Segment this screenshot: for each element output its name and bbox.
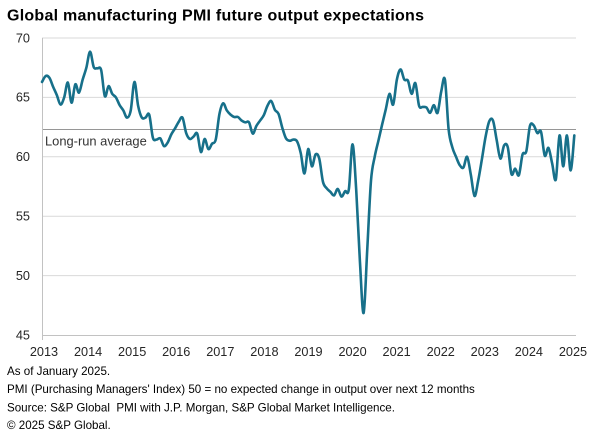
svg-text:2021: 2021 [383,345,411,359]
svg-text:2020: 2020 [338,345,366,359]
svg-text:PMI (Purchasing Managers' Inde: PMI (Purchasing Managers' Index) 50 = no… [7,383,475,396]
svg-text:2013: 2013 [30,345,58,359]
svg-text:Global manufacturing PMI futur: Global manufacturing PMI future output e… [7,7,424,24]
svg-text:45: 45 [16,328,30,342]
svg-text:2014: 2014 [74,345,102,359]
svg-text:Source: S&P Global PMI with J: Source: S&P Global PMI with J.P. Morgan,… [7,401,395,414]
svg-text:50: 50 [16,269,30,283]
svg-text:2016: 2016 [162,345,190,359]
svg-text:65: 65 [16,91,30,105]
svg-text:70: 70 [16,31,30,45]
svg-text:55: 55 [16,210,30,224]
svg-text:60: 60 [16,150,30,164]
svg-text:2022: 2022 [427,345,455,359]
svg-text:As of January 2025.: As of January 2025. [7,365,110,378]
svg-text:2015: 2015 [118,345,146,359]
svg-text:© 2025 S&P Global.: © 2025 S&P Global. [7,419,111,431]
svg-text:2019: 2019 [294,345,322,359]
svg-text:2024: 2024 [515,345,543,359]
svg-text:2025: 2025 [559,345,587,359]
svg-text:2018: 2018 [250,345,278,359]
svg-text:2023: 2023 [471,345,499,359]
svg-text:Long-run average: Long-run average [45,134,147,149]
svg-text:2017: 2017 [206,345,234,359]
